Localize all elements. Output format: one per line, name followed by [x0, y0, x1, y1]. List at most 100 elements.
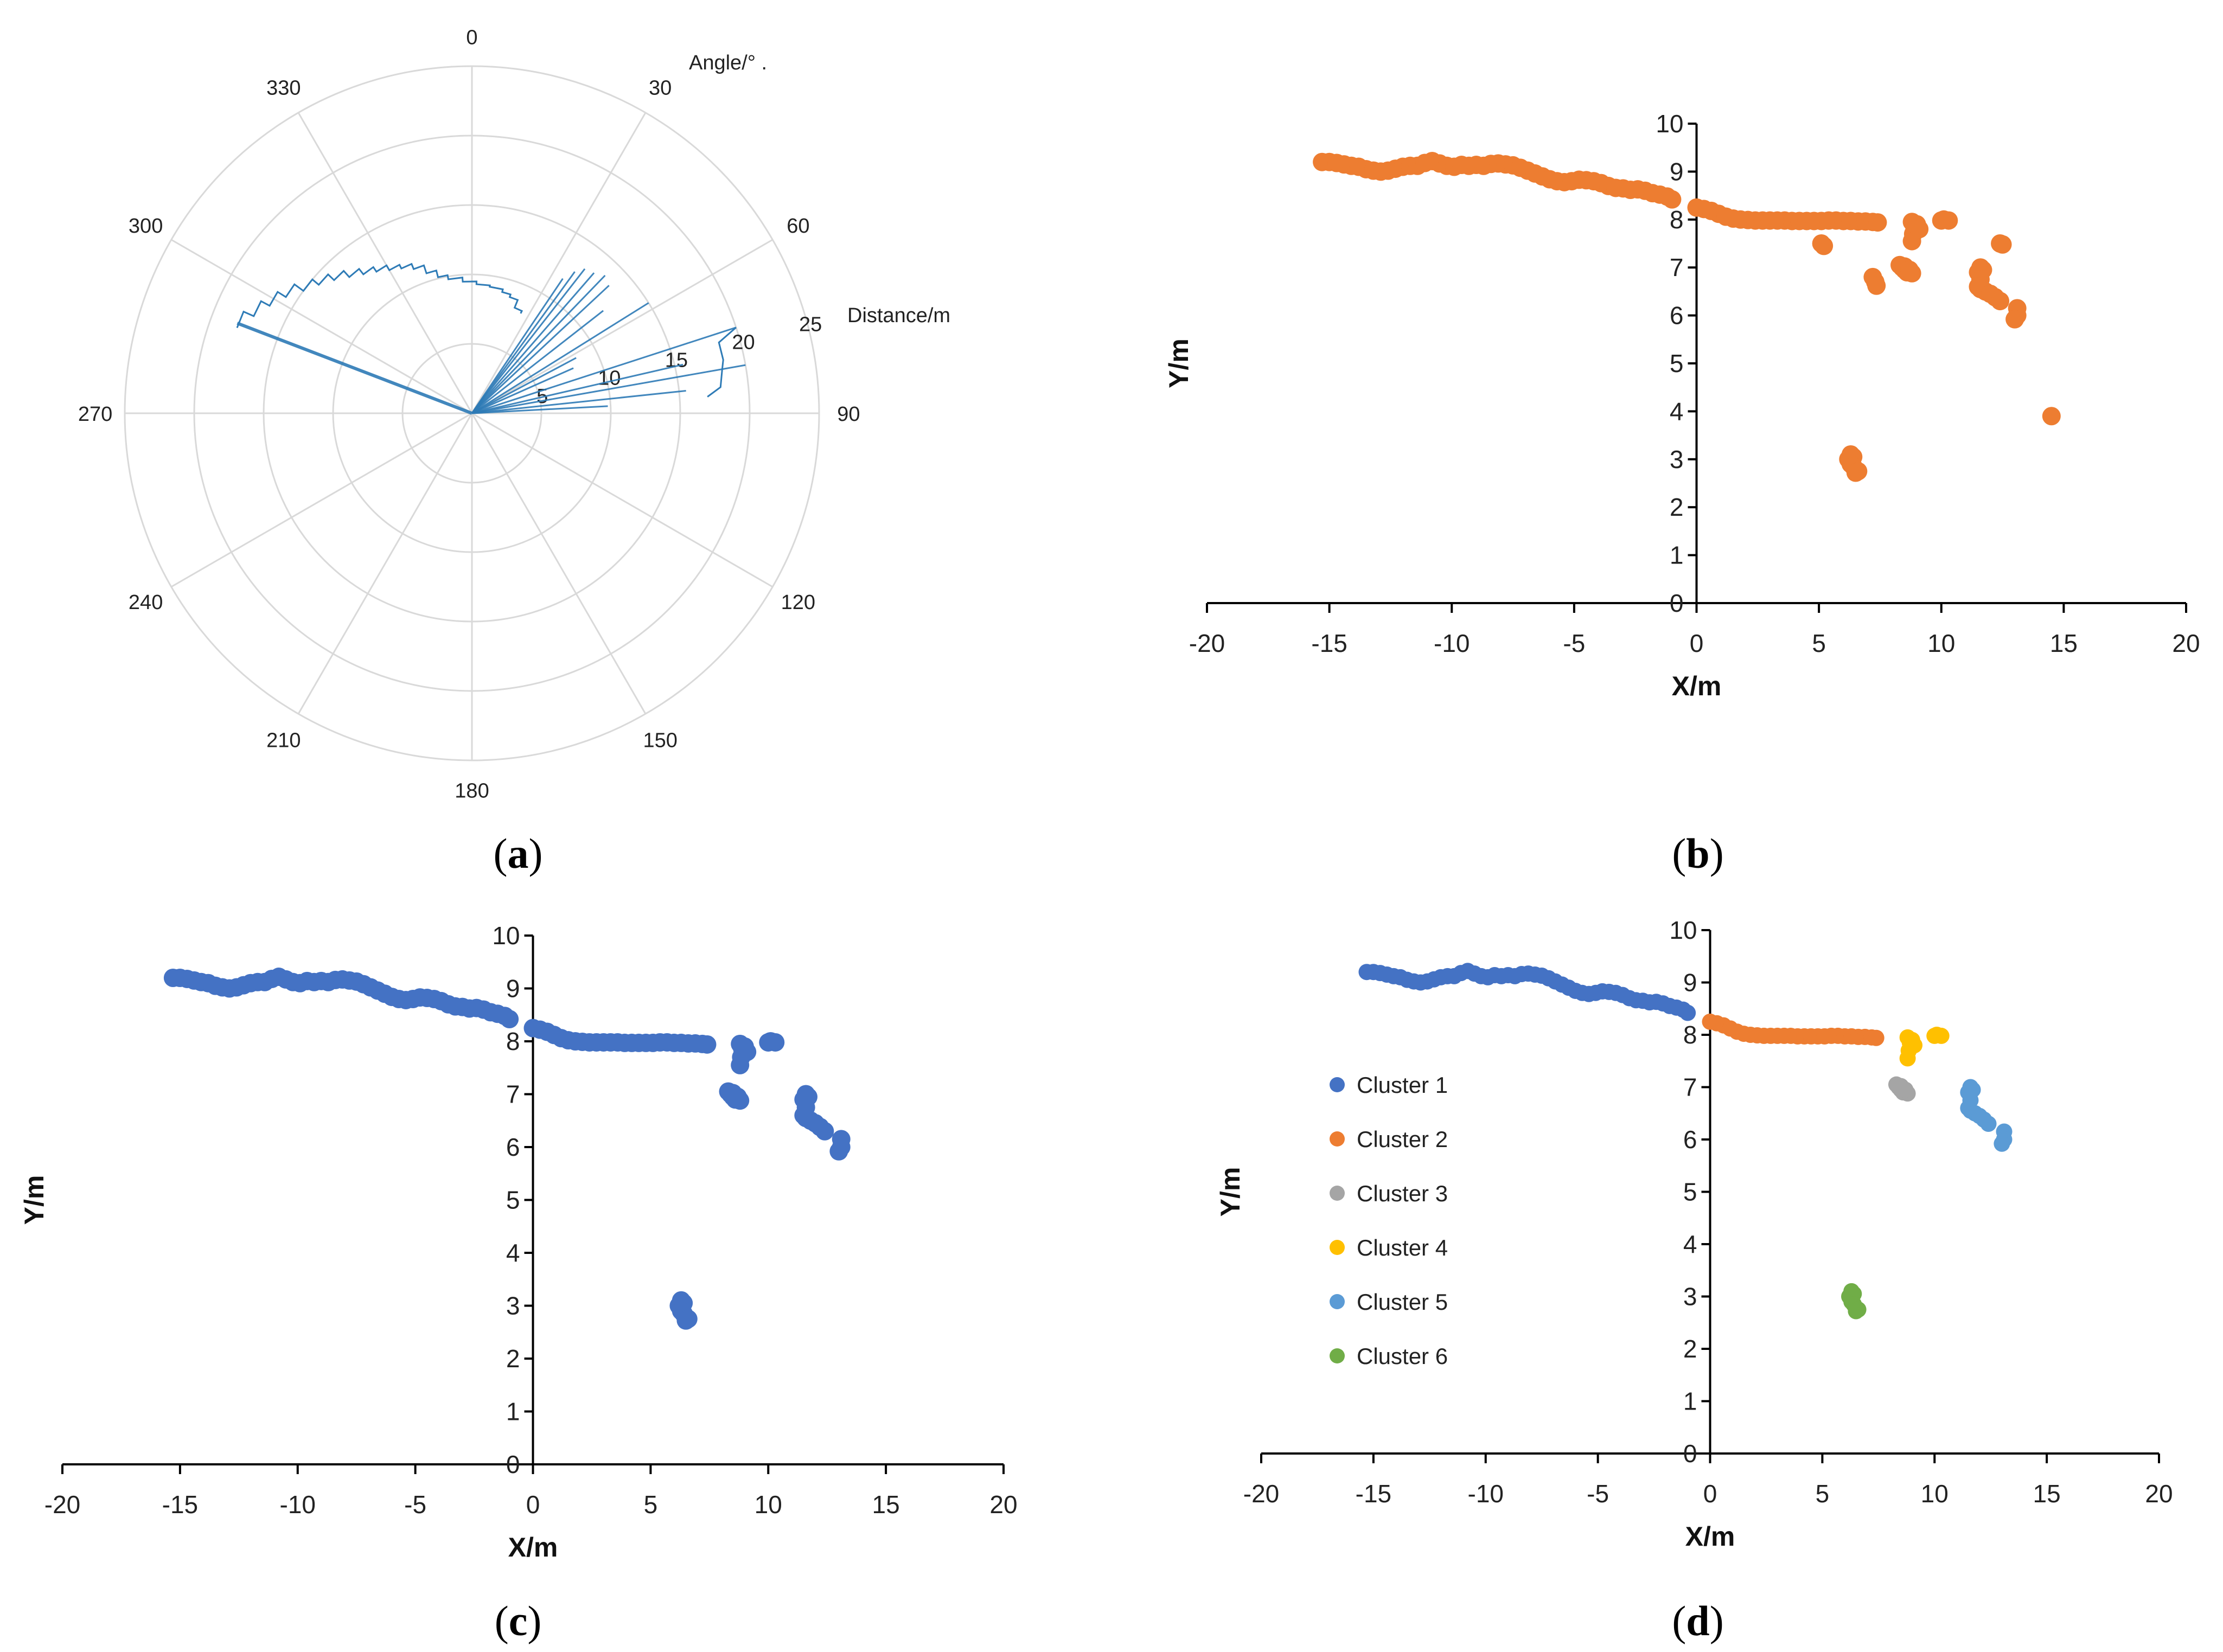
polar-scan-ray [471, 310, 604, 414]
y-tick-label: 7 [1670, 253, 1684, 281]
scatter-point [1868, 1029, 1885, 1046]
x-tick-label: 5 [1812, 629, 1826, 657]
legend-item: Cluster 4 [1330, 1235, 1448, 1260]
polar-scan-ray [471, 357, 577, 414]
x-tick-label: -20 [1189, 629, 1225, 657]
x-tick-label: -10 [1468, 1480, 1504, 1508]
scatter-point [500, 1010, 519, 1029]
y-tick-label: 0 [506, 1450, 520, 1478]
polar-scan-ray [471, 274, 606, 414]
polar-angle-tick: 210 [266, 729, 301, 752]
legend-swatch [1330, 1077, 1345, 1092]
y-tick-label: 1 [506, 1398, 520, 1426]
y-tick-label: 0 [1683, 1439, 1697, 1468]
x-tick-label: 15 [2050, 629, 2078, 657]
x-tick-label: -10 [280, 1490, 316, 1519]
panel-b-scatter-chart: -20 -15 -10 -5 0 5 10 15 20 0 1 2 3 4 5 6 7 8 9 10 X/m Y/m [1164, 110, 2200, 701]
y-tick-label: 2 [1670, 493, 1684, 521]
scatter-point [1897, 1081, 1914, 1098]
polar-angle-tick: 240 [129, 591, 163, 614]
polar-grid-spoke [471, 239, 774, 414]
x-tick-label: 10 [1927, 629, 1955, 657]
y-tick-label: 8 [1683, 1021, 1697, 1049]
polar-scan-outline-right [707, 326, 737, 398]
x-tick-label: -15 [1356, 1480, 1391, 1508]
y-tick-label: 9 [1683, 969, 1697, 997]
x-tick-label: 10 [1921, 1480, 1949, 1508]
scatter-point [1910, 220, 1929, 239]
polar-scan-ray [471, 302, 649, 414]
legend-label: Cluster 4 [1357, 1235, 1448, 1260]
x-tick-label: 20 [2172, 629, 2200, 657]
polar-scan-ray [471, 268, 586, 414]
x-tick-label: 5 [1816, 1480, 1830, 1508]
polar-angle-tick: 300 [129, 215, 163, 238]
scatter-point [676, 1311, 695, 1330]
x-tick-label: -15 [162, 1490, 198, 1519]
x-tick-label: 0 [526, 1490, 540, 1519]
y-tick-label: 8 [506, 1027, 520, 1055]
polar-grid-spoke [471, 412, 774, 588]
legend-swatch [1330, 1294, 1345, 1309]
y-axis-title: Y/m [19, 1175, 49, 1225]
y-tick-label: 2 [506, 1344, 520, 1373]
legend-label: Cluster 5 [1357, 1289, 1448, 1315]
y-tick-label: 5 [506, 1186, 520, 1214]
scatter-point [1928, 1027, 1945, 1043]
scatter-point [728, 1087, 747, 1106]
polar-scan-ray [471, 285, 610, 414]
y-tick-label: 6 [506, 1133, 520, 1161]
scatter-point [1900, 260, 1919, 279]
polar-grid-spoke [170, 239, 472, 414]
legend-item: Cluster 1 [1330, 1072, 1448, 1098]
legend-swatch [1330, 1186, 1345, 1201]
y-tick-label: 3 [1670, 445, 1684, 473]
polar-radial-tick: 25 [799, 313, 822, 336]
legend-label: Cluster 2 [1357, 1126, 1448, 1152]
polar-scan-ray [471, 278, 564, 414]
x-tick-label: -5 [1587, 1480, 1609, 1508]
scatter-point [1868, 213, 1887, 232]
legend-label: Cluster 6 [1357, 1343, 1448, 1369]
polar-angle-tick: 330 [266, 77, 301, 100]
y-tick-label: 5 [1670, 349, 1684, 377]
y-tick-label: 3 [506, 1292, 520, 1320]
y-axis-title: Y/m [1164, 338, 1194, 388]
panel-d-scatter-chart: -20 -15 -10 -5 0 5 10 15 20 0 1 2 3 4 5 6 7 8 9 10 X/m Y/m Clu… [1215, 916, 2173, 1552]
panel-c-caption: (c) [495, 1597, 542, 1644]
legend-swatch [1330, 1240, 1345, 1255]
polar-scan-ray [471, 367, 574, 414]
panel-a-polar-chart: 0306090120150180210240270300330510152025… [78, 27, 950, 803]
y-tick-label: 8 [1670, 206, 1684, 234]
polar-grid-spoke [170, 412, 472, 588]
polar-angle-tick: 150 [643, 729, 677, 752]
scatter-point [1848, 1303, 1864, 1320]
x-tick-label: 5 [644, 1490, 658, 1519]
legend-item: Cluster 3 [1330, 1181, 1448, 1206]
scatter-point [1991, 292, 2010, 311]
x-tick-label: 0 [1703, 1480, 1717, 1508]
y-tick-label: 3 [1683, 1283, 1697, 1311]
x-tick-label: 20 [989, 1490, 1017, 1519]
y-tick-label: 6 [1670, 302, 1684, 330]
polar-scan-ray [471, 363, 683, 414]
scatter-point [1663, 190, 1682, 209]
y-tick-label: 7 [506, 1080, 520, 1109]
y-axis-title: Y/m [1215, 1167, 1245, 1217]
x-tick-label: 15 [2033, 1480, 2061, 1508]
legend-swatch [1330, 1348, 1345, 1363]
legend-label: Cluster 1 [1357, 1072, 1448, 1098]
x-tick-label: 20 [2145, 1480, 2173, 1508]
y-tick-label: 9 [506, 975, 520, 1003]
panel-d-caption: (d) [1672, 1597, 1723, 1644]
scatter-point [2042, 407, 2061, 426]
polar-distance-title: Distance/m [847, 304, 950, 327]
scatter-point [829, 1142, 848, 1161]
y-tick-label: 10 [1669, 916, 1697, 944]
x-axis-title: X/m [1685, 1521, 1735, 1552]
polar-grid-spoke [471, 413, 647, 715]
scatter-point [2005, 310, 2024, 329]
polar-grid-spoke [471, 112, 647, 414]
scatter-point [1994, 1135, 2010, 1152]
scatter-point [1815, 236, 1834, 255]
